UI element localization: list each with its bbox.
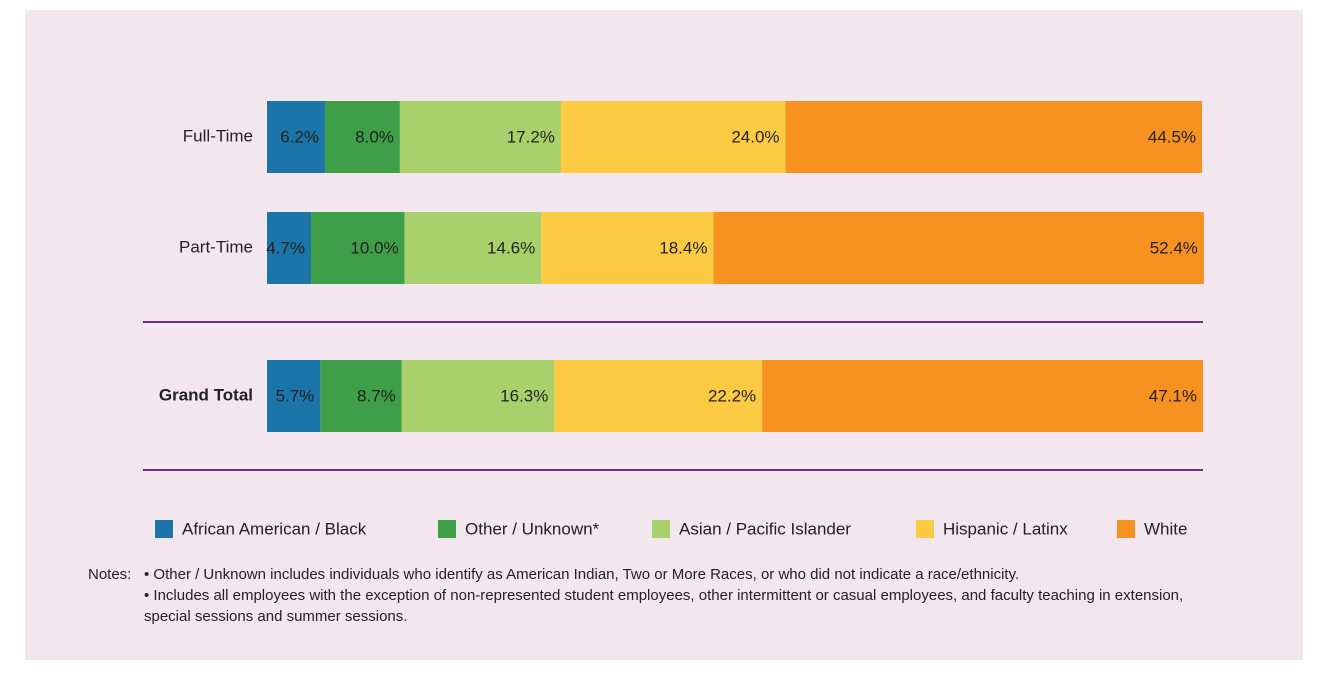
value-label: 8.7% — [357, 386, 396, 405]
value-label: 24.0% — [731, 127, 779, 146]
legend-label: Asian / Pacific Islander — [679, 519, 851, 538]
value-label: 44.5% — [1148, 127, 1196, 146]
value-label: 10.0% — [350, 238, 398, 257]
bar-segment — [267, 212, 311, 284]
bar-segment — [267, 101, 326, 173]
value-label: 8.0% — [355, 127, 394, 146]
legend-swatch — [438, 520, 456, 538]
bar-segment — [785, 101, 1203, 173]
category-label: Grand Total — [159, 385, 253, 404]
value-label: 6.2% — [280, 127, 319, 146]
value-label: 5.7% — [276, 386, 315, 405]
bar-segment — [404, 212, 542, 284]
bar-segment — [541, 212, 714, 284]
bar-segment — [713, 212, 1204, 284]
notes-label: Notes: — [88, 566, 132, 583]
value-label: 22.2% — [708, 386, 756, 405]
legend-swatch — [155, 520, 173, 538]
notes-list: • Other / Unknown includes individuals w… — [144, 564, 1184, 627]
note: • Other / Unknown includes individuals w… — [144, 566, 1020, 583]
value-label: 18.4% — [659, 238, 707, 257]
bar-segment — [399, 101, 561, 173]
value-label: 14.6% — [487, 238, 535, 257]
bar-segment — [320, 360, 402, 432]
bar-segment — [560, 101, 786, 173]
bar-segment — [554, 360, 763, 432]
bar-segment — [310, 212, 405, 284]
bar-segment — [401, 360, 555, 432]
legend-label: African American / Black — [182, 519, 367, 538]
bar-segment — [762, 360, 1203, 432]
value-label: 16.3% — [500, 386, 548, 405]
legend-swatch — [652, 520, 670, 538]
note: • Includes all employees with the except… — [144, 587, 1184, 625]
legend-label: Other / Unknown* — [465, 519, 600, 538]
category-label: Full-Time — [183, 126, 253, 145]
legend-swatch — [916, 520, 934, 538]
value-label: 52.4% — [1150, 238, 1198, 257]
bar-segment — [325, 101, 400, 173]
value-label: 47.1% — [1149, 386, 1197, 405]
bar-segment — [267, 360, 321, 432]
legend-label: White — [1144, 519, 1187, 538]
legend-swatch — [1117, 520, 1135, 538]
category-label: Part-Time — [179, 237, 253, 256]
legend-label: Hispanic / Latinx — [943, 519, 1068, 538]
value-label: 17.2% — [507, 127, 555, 146]
value-label: 4.7% — [266, 238, 305, 257]
